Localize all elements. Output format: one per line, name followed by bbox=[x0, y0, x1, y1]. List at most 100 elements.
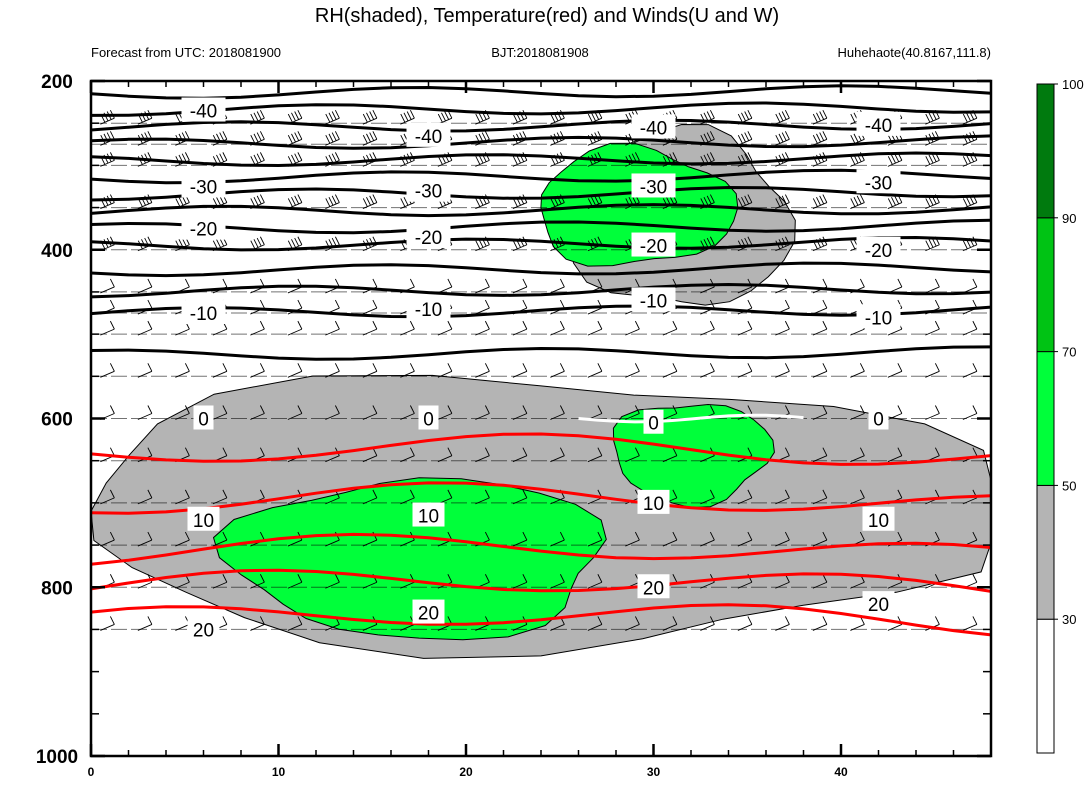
wind-barb bbox=[850, 405, 865, 420]
wind-barb bbox=[887, 405, 903, 420]
wind-barb bbox=[850, 447, 865, 463]
wind-barb bbox=[400, 447, 415, 463]
wind-barb bbox=[625, 363, 640, 378]
x-tick-label: 20 bbox=[459, 765, 473, 779]
wind-barb bbox=[137, 616, 153, 631]
wind-barb bbox=[625, 320, 640, 336]
wind-barb bbox=[700, 616, 715, 631]
wind-barb bbox=[737, 320, 753, 336]
contour-label-box bbox=[187, 616, 220, 641]
contour-label: -30 bbox=[190, 177, 217, 198]
wind-barb bbox=[475, 447, 490, 463]
wind-barb bbox=[100, 109, 115, 125]
wind-barb bbox=[250, 616, 265, 631]
contour-label-box bbox=[862, 506, 895, 531]
wind-barb bbox=[137, 489, 153, 505]
red-isotherm bbox=[90, 532, 992, 566]
contour-label: -40 bbox=[640, 118, 667, 139]
wind-barb bbox=[175, 531, 190, 547]
contour-label-box bbox=[181, 97, 226, 122]
wind-barb bbox=[137, 363, 153, 378]
black-isotherm bbox=[90, 304, 992, 319]
wind-barb bbox=[512, 320, 528, 336]
wind-barb bbox=[775, 109, 790, 125]
contour-label: -40 bbox=[865, 116, 892, 137]
wind-barb bbox=[550, 152, 565, 167]
black-isotherm bbox=[90, 118, 992, 133]
contour-label: 10 bbox=[193, 511, 214, 532]
wind-barb bbox=[812, 447, 828, 463]
contour-label-box bbox=[181, 300, 226, 325]
wind-barb bbox=[362, 489, 378, 505]
wind-barb bbox=[362, 320, 378, 336]
wind-barb bbox=[437, 320, 453, 336]
contour-label-box bbox=[181, 215, 226, 240]
wind-barb bbox=[325, 194, 340, 209]
contour-label-box bbox=[637, 574, 670, 599]
wind-barb bbox=[962, 320, 978, 336]
wind-barb bbox=[362, 278, 378, 294]
subtitle-center: BJT:2018081908 bbox=[491, 45, 589, 60]
wind-barb bbox=[512, 531, 528, 547]
wind-barb bbox=[737, 489, 753, 505]
wind-barb bbox=[887, 278, 903, 294]
x-tick-label: 10 bbox=[272, 765, 286, 779]
wind-barb bbox=[287, 320, 303, 336]
contour-label: 10 bbox=[418, 507, 439, 528]
contour-label: -10 bbox=[640, 291, 667, 312]
wind-barb bbox=[550, 131, 565, 146]
wind-barb bbox=[962, 405, 978, 420]
colorbar-segment bbox=[1036, 484, 1055, 620]
wind-barb bbox=[512, 363, 528, 378]
wind-barb bbox=[925, 194, 940, 209]
wind-barb bbox=[325, 320, 340, 336]
wind-barb bbox=[325, 109, 340, 125]
x-tick-label: 40 bbox=[834, 765, 848, 779]
contour-label: 10 bbox=[643, 494, 664, 515]
wind-barb bbox=[850, 194, 865, 209]
wind-barb bbox=[625, 531, 640, 547]
wind-barb bbox=[812, 109, 828, 125]
colorbar-segment bbox=[1036, 351, 1055, 486]
wind-barb bbox=[250, 363, 265, 378]
wind-barb bbox=[550, 363, 565, 378]
wind-barb bbox=[775, 131, 790, 146]
wind-barb bbox=[775, 363, 790, 378]
wind-barb bbox=[812, 194, 828, 209]
wind-barb bbox=[212, 405, 228, 420]
contour-label-box bbox=[856, 169, 901, 194]
x-tick-label: 0 bbox=[88, 765, 95, 779]
wind-barb bbox=[662, 405, 678, 420]
wind-barb bbox=[775, 489, 790, 505]
wind-barb bbox=[550, 320, 565, 336]
wind-barb bbox=[512, 489, 528, 505]
wind-barb bbox=[812, 236, 828, 252]
wind-barb bbox=[475, 320, 490, 336]
contour-label: -10 bbox=[865, 308, 892, 329]
contour-label: 20 bbox=[868, 595, 889, 616]
colorbar-label: 100 bbox=[1062, 77, 1084, 92]
contour-label-box bbox=[856, 304, 901, 329]
black-isotherm bbox=[90, 84, 992, 100]
contour-label-box bbox=[856, 111, 901, 136]
wind-barb bbox=[812, 405, 828, 420]
wind-barb bbox=[475, 405, 490, 420]
wind-barb bbox=[812, 278, 828, 294]
wind-barb bbox=[812, 489, 828, 505]
contour-label-box bbox=[643, 409, 664, 434]
wind-barb bbox=[737, 616, 753, 631]
wind-barb bbox=[437, 109, 453, 125]
wind-barb bbox=[287, 131, 303, 146]
wind-barb bbox=[175, 152, 190, 167]
contour-label-box bbox=[856, 236, 901, 261]
contour-label: -20 bbox=[640, 237, 667, 258]
contour-label: -10 bbox=[415, 300, 442, 321]
wind-barb bbox=[137, 299, 153, 315]
wind-barb bbox=[512, 405, 528, 420]
wind-barb bbox=[437, 447, 453, 463]
wind-barb bbox=[662, 447, 678, 463]
wind-barb bbox=[212, 531, 228, 547]
wind-barb bbox=[887, 363, 903, 378]
contour-label-box bbox=[631, 173, 676, 198]
